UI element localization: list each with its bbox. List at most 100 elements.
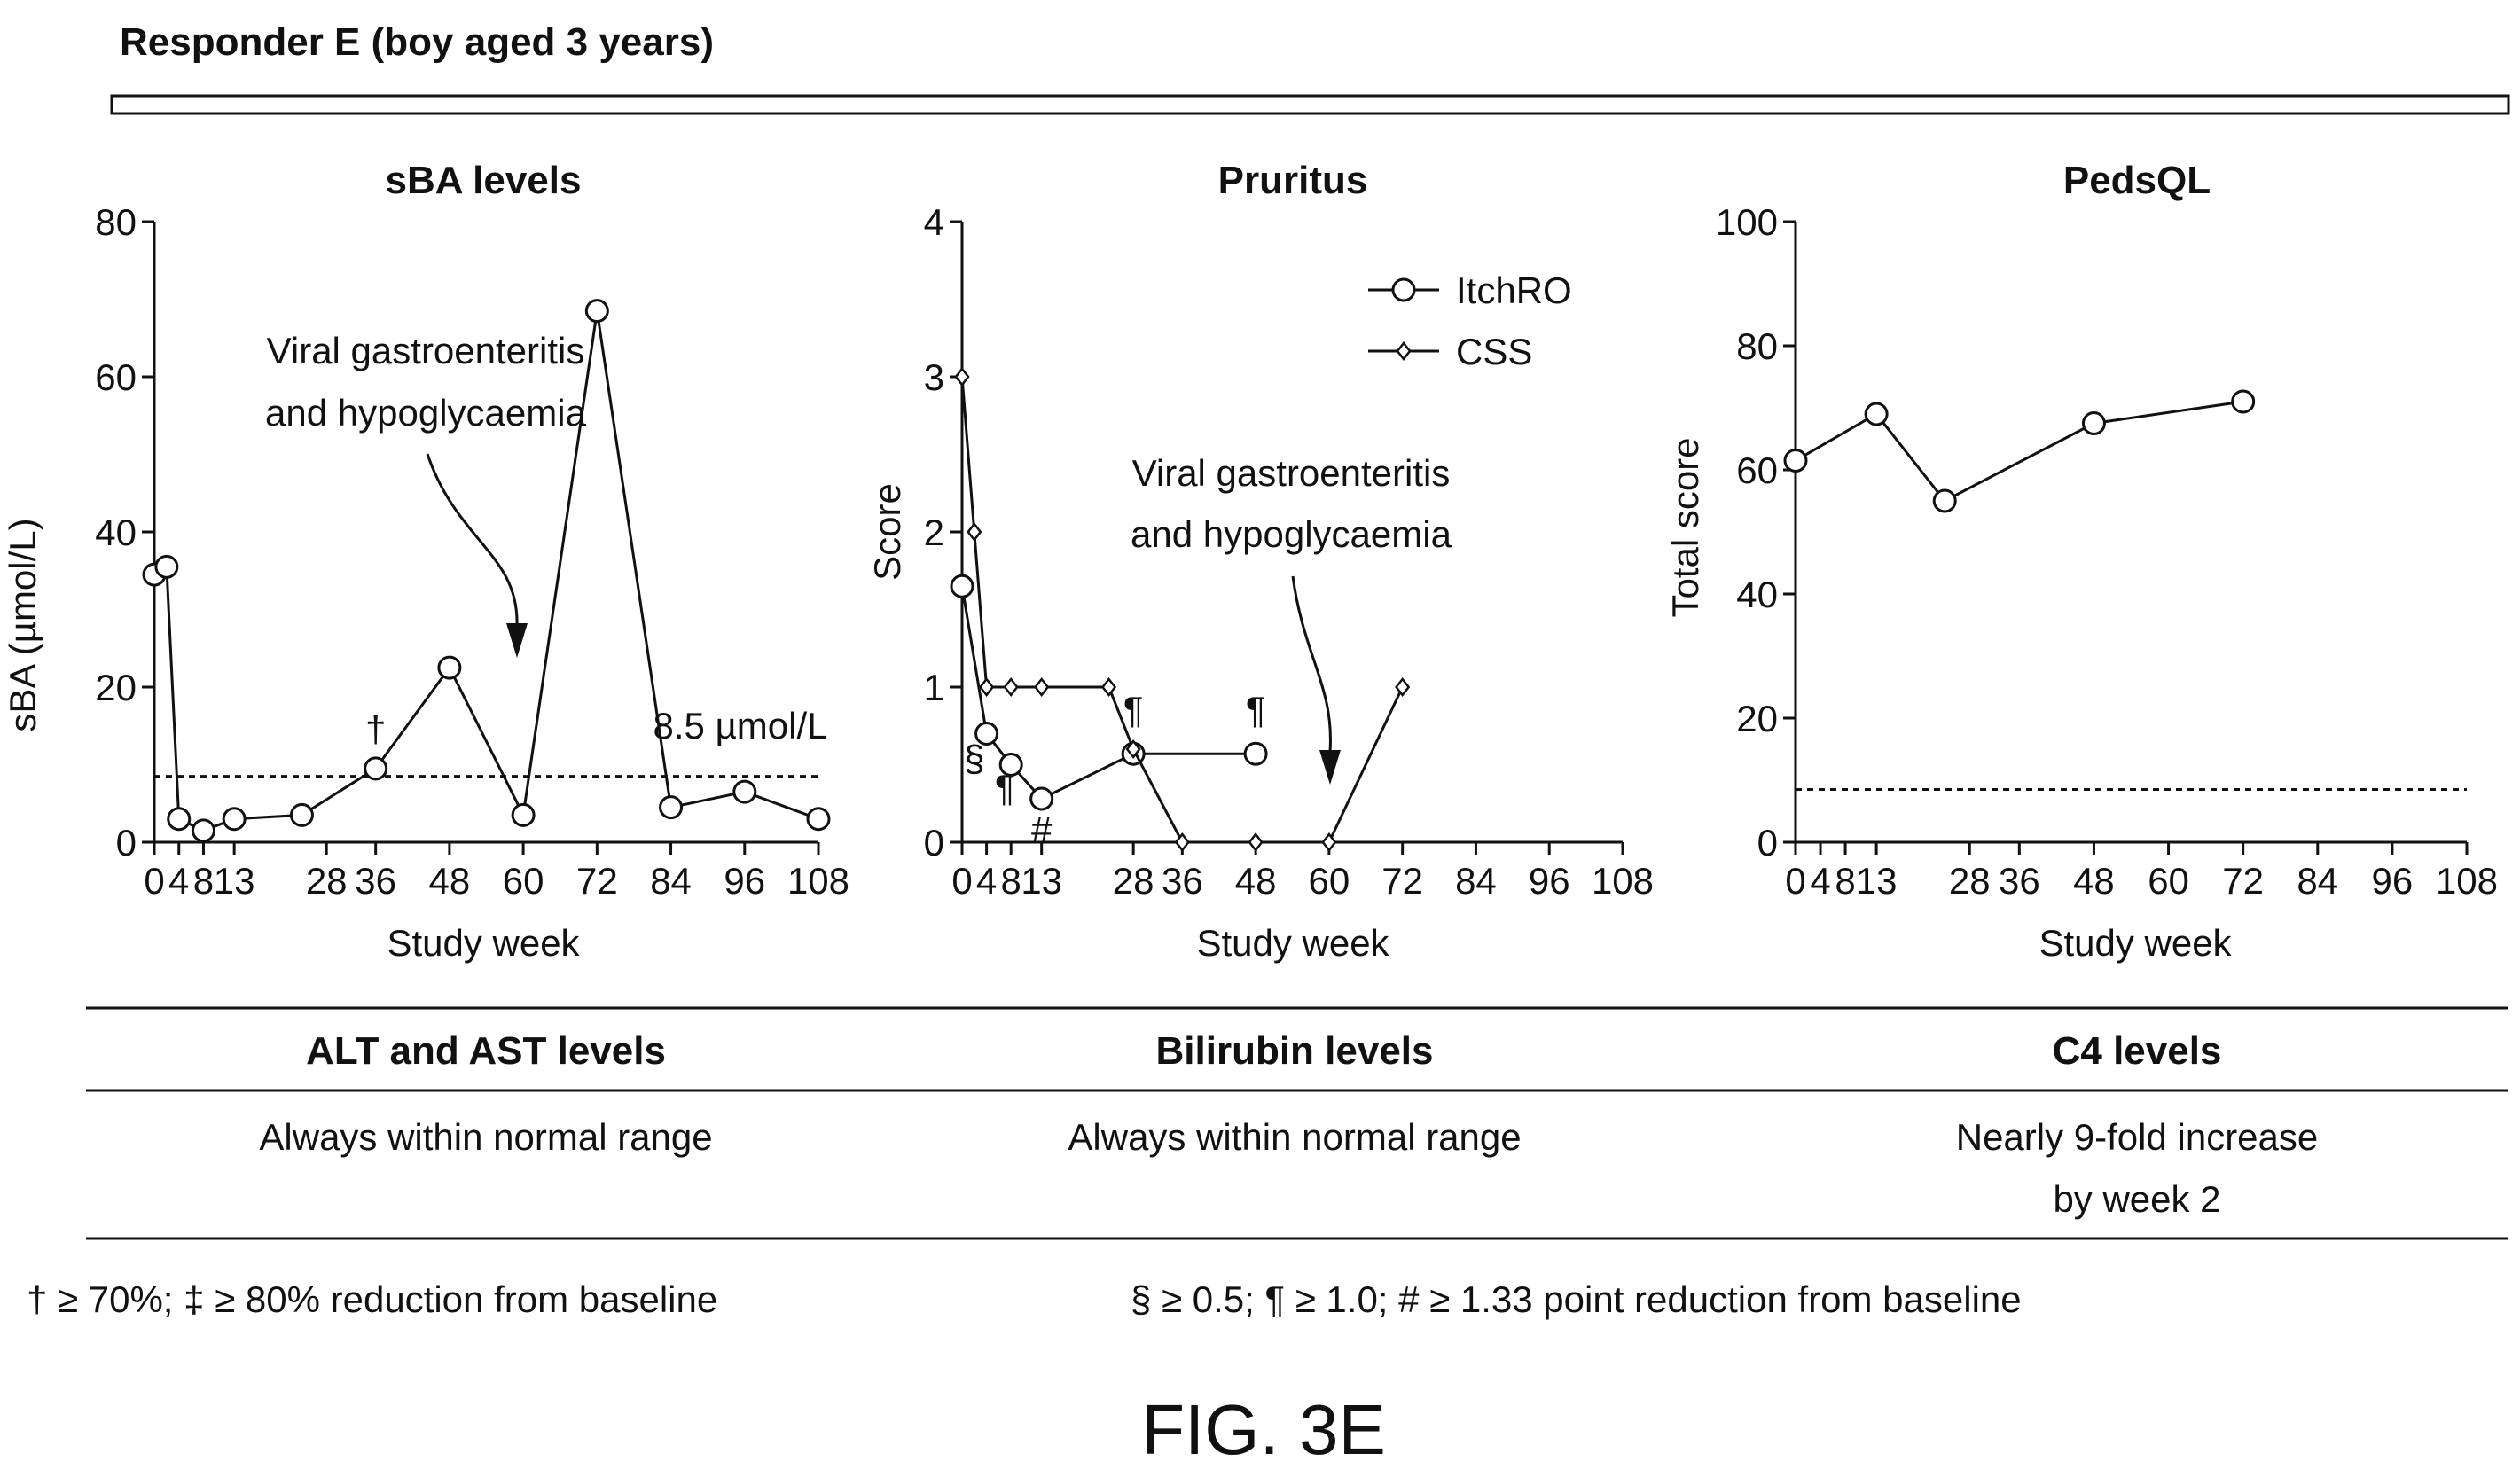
data-point xyxy=(1125,738,1141,760)
data-point xyxy=(974,722,999,746)
x-axis-label: Study week xyxy=(1196,922,1389,964)
y-tick-label: 60 xyxy=(1736,449,1778,491)
chart-title: Pruritus xyxy=(1218,159,1368,202)
y-axis-label: Total score xyxy=(1664,437,1706,617)
data-point xyxy=(511,802,536,827)
data-point xyxy=(1395,676,1411,698)
annotation-symbol: § xyxy=(964,738,984,779)
table-header-alt-ast: ALT and AST levels xyxy=(306,1029,666,1073)
header-bar xyxy=(110,94,2510,115)
chart-title: PedsQL xyxy=(2063,159,2211,202)
data-point xyxy=(154,554,179,579)
y-tick-label: 0 xyxy=(1757,822,1778,864)
annotations: § ¶ # ¶ ¶ xyxy=(964,689,1265,850)
x-tick-label: 60 xyxy=(1309,860,1350,902)
chart-sba-levels: sBA levels sBA (µmol/L) Study week 0 20 40… xyxy=(2,159,849,964)
x-tick-label: 0 xyxy=(951,860,972,902)
annotation-symbol: ¶ xyxy=(1123,689,1144,731)
legend-marker-itchro xyxy=(1391,277,1416,302)
data-point xyxy=(1029,786,1054,811)
x-tick-label: 72 xyxy=(576,860,618,902)
chart-title: sBA levels xyxy=(386,159,582,202)
data-point xyxy=(584,299,609,324)
y-ticks: 0 1 2 3 4 xyxy=(924,201,962,864)
y-tick-label: 60 xyxy=(95,356,137,398)
y-axis-label: Score xyxy=(866,483,908,581)
data-point xyxy=(437,655,462,680)
table-cell-c4-line1: Nearly 9-fold increase xyxy=(1956,1116,2319,1158)
y-tick-label: 20 xyxy=(1736,698,1778,739)
x-tick-label: 36 xyxy=(355,860,396,902)
legend-marker-css xyxy=(1396,340,1412,362)
summary-table: ALT and AST levels Bilirubin levels C4 l… xyxy=(86,1006,2508,1240)
data-point xyxy=(950,574,974,598)
table-cell-bilirubin: Always within normal range xyxy=(1068,1116,1521,1158)
y-tick-label: 3 xyxy=(924,356,944,398)
data-point xyxy=(998,753,1023,777)
data-point xyxy=(967,521,982,543)
x-tick-label: 4 xyxy=(976,860,997,902)
x-tick-label: 48 xyxy=(1235,860,1277,902)
annotation-symbol: † xyxy=(365,708,386,750)
chart-pedsql: PedsQL Total score Study week 0 20 40 60 80 1… xyxy=(1664,159,2498,964)
data-point xyxy=(2231,389,2256,414)
figure-header: Responder E (boy aged 3 years) xyxy=(120,20,714,64)
x-tick-label: 84 xyxy=(650,860,692,902)
y-tick-label: 2 xyxy=(924,512,944,553)
legend: ItchRO CSS xyxy=(1368,270,1572,372)
annotation-arrow xyxy=(426,453,519,626)
x-tick-label: 0 xyxy=(144,860,164,902)
annotation-symbol: ¶ xyxy=(1246,689,1266,731)
x-tick-label: 36 xyxy=(1999,860,2040,902)
table-cell-c4-line2: by week 2 xyxy=(2053,1178,2220,1220)
annotation-viral-line2: and hypoglycaemia xyxy=(265,392,587,434)
series-line xyxy=(153,310,819,832)
x-tick-label: 8 xyxy=(1001,860,1021,902)
annotations: † xyxy=(365,708,386,750)
x-tick-label: 28 xyxy=(1113,860,1154,902)
data-point xyxy=(289,802,314,827)
annotation-viral-line1: Viral gastroenteritis xyxy=(267,330,585,371)
data-point xyxy=(1003,676,1019,698)
data-point xyxy=(1864,402,1889,426)
data-point xyxy=(1248,832,1264,853)
data-point xyxy=(222,807,247,832)
y-tick-label: 0 xyxy=(924,822,944,864)
data-point xyxy=(1034,676,1050,698)
data-point xyxy=(659,795,684,820)
series-line xyxy=(1795,400,2243,503)
data-point xyxy=(1174,832,1190,853)
x-tick-label: 72 xyxy=(1381,860,1423,902)
data-point xyxy=(2081,411,2106,435)
data-point xyxy=(1932,488,1957,513)
y-tick-label: 100 xyxy=(1716,201,1778,243)
y-tick-label: 0 xyxy=(116,822,137,864)
table-header-c4: C4 levels xyxy=(2053,1029,2222,1073)
annotation-symbol: ¶ xyxy=(995,767,1015,809)
y-ticks: 0 20 40 60 80 xyxy=(95,201,154,864)
annotation-arrowhead xyxy=(506,623,528,658)
y-ticks: 0 20 40 60 80 100 xyxy=(1716,201,1796,864)
x-tick-label: 48 xyxy=(429,860,471,902)
x-axis-label: Study week xyxy=(2039,922,2232,964)
x-tick-label: 48 xyxy=(2073,860,2115,902)
y-tick-label: 80 xyxy=(1736,325,1778,367)
x-tick-label: 108 xyxy=(787,860,849,902)
y-axis-label: sBA (µmol/L) xyxy=(2,518,43,731)
series-line-css xyxy=(960,376,1405,844)
reference-line-label: 8.5 µmol/L xyxy=(653,705,828,746)
figure-label: FIG. 3E xyxy=(1141,1390,1386,1469)
data-point xyxy=(954,366,970,387)
table-cell-alt-ast: Always within normal range xyxy=(259,1116,712,1158)
y-tick-label: 40 xyxy=(1736,574,1778,615)
annotation-viral-line2: and hypoglycaemia xyxy=(1131,513,1452,555)
table-header-bilirubin: Bilirubin levels xyxy=(1156,1029,1434,1073)
annotation-symbol: # xyxy=(1031,809,1053,850)
x-axis-label: Study week xyxy=(387,922,580,964)
y-tick-label: 20 xyxy=(95,667,137,708)
x-tick-label: 96 xyxy=(724,860,765,902)
series xyxy=(1783,389,2256,513)
data-point xyxy=(191,818,215,843)
footnote-right: § ≥ 0.5; ¶ ≥ 1.0; # ≥ 1.33 point reducti… xyxy=(1131,1278,2022,1320)
